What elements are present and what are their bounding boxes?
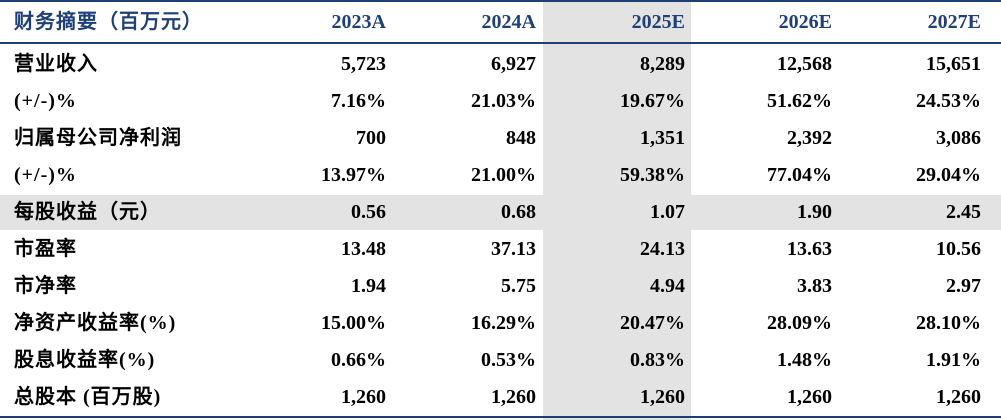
table-cell: 1.94	[351, 275, 386, 297]
table-cell: 1,260	[787, 386, 832, 408]
table-row: 每股收益（元） 0.56 0.68 1.07 1.90 2.45	[0, 194, 1001, 231]
table-cell: 24.53%	[916, 90, 981, 112]
header-rule	[0, 42, 1001, 44]
table-row: 市盈率 13.48 37.13 24.13 13.63 10.56	[0, 231, 1001, 268]
table-row: 归属母公司净利润 700 848 1,351 2,392 3,086	[0, 120, 1001, 157]
table-row: (+/-)% 7.16% 21.03% 19.67% 51.62% 24.53%	[0, 83, 1001, 120]
row-label: 市盈率	[14, 238, 77, 260]
table-cell: 37.13	[491, 238, 536, 260]
table-row: 总股本 (百万股) 1,260 1,260 1,260 1,260 1,260	[0, 379, 1001, 416]
bottom-rule	[0, 416, 1001, 418]
top-rule	[0, 0, 1001, 2]
table-cell: 3,086	[936, 127, 981, 149]
table-cell: 2,392	[787, 127, 832, 149]
row-label: (+/-)%	[14, 164, 77, 186]
table-cell: 700	[356, 127, 386, 149]
table-cell: 0.56	[351, 201, 386, 223]
row-label: 股息收益率(%)	[14, 349, 156, 371]
row-label: 每股收益（元）	[14, 201, 161, 223]
table-cell: 12,568	[777, 53, 832, 75]
header-col-2023a: 2023A	[331, 11, 386, 33]
table-cell: 1.90	[797, 201, 832, 223]
table-cell: 4.94	[650, 275, 685, 297]
header-col-2027e: 2027E	[927, 11, 981, 33]
table-cell: 2.97	[946, 275, 981, 297]
table-cell: 13.63	[787, 238, 832, 260]
table-cell: 0.83%	[630, 349, 685, 371]
table-cell: 13.97%	[321, 164, 386, 186]
table-cell: 5,723	[341, 53, 386, 75]
row-label: 净资产收益率(%)	[14, 312, 177, 334]
table-cell: 1,260	[341, 386, 386, 408]
table-cell: 0.53%	[481, 349, 536, 371]
table-cell: 6,927	[491, 53, 536, 75]
table-cell: 16.29%	[471, 312, 536, 334]
table-cell: 1,260	[491, 386, 536, 408]
row-label: 市净率	[14, 275, 77, 297]
row-label: (+/-)%	[14, 90, 77, 112]
table-row: 市净率 1.94 5.75 4.94 3.83 2.97	[0, 268, 1001, 305]
table-cell: 19.67%	[620, 90, 685, 112]
eps-row-highlight	[0, 195, 1001, 230]
table-cell: 21.00%	[471, 164, 536, 186]
table-cell: 1,260	[640, 386, 685, 408]
row-label: 总股本 (百万股)	[14, 386, 162, 408]
header-row: 财务摘要（百万元） 2023A 2024A 2025E 2026E 2027E	[0, 4, 1001, 41]
table-cell: 1,260	[936, 386, 981, 408]
table-cell: 8,289	[640, 53, 685, 75]
table-cell: 848	[506, 127, 536, 149]
table-cell: 77.04%	[767, 164, 832, 186]
table-cell: 1.48%	[777, 349, 832, 371]
header-label: 财务摘要（百万元）	[14, 11, 203, 33]
table-cell: 10.56	[936, 238, 981, 260]
table-row: 营业收入 5,723 6,927 8,289 12,568 15,651	[0, 46, 1001, 83]
table-cell: 2.45	[946, 201, 981, 223]
table-cell: 29.04%	[916, 164, 981, 186]
table-cell: 21.03%	[471, 90, 536, 112]
table-cell: 20.47%	[620, 312, 685, 334]
table-cell: 0.68	[501, 201, 536, 223]
table-row: 股息收益率(%) 0.66% 0.53% 0.83% 1.48% 1.91%	[0, 342, 1001, 379]
table-cell: 59.38%	[620, 164, 685, 186]
table-cell: 1,351	[640, 127, 685, 149]
table-cell: 0.66%	[331, 349, 386, 371]
table-cell: 3.83	[797, 275, 832, 297]
row-label: 营业收入	[14, 53, 98, 75]
table-row: 净资产收益率(%) 15.00% 16.29% 20.47% 28.09% 28…	[0, 305, 1001, 342]
table-cell: 7.16%	[331, 90, 386, 112]
row-label: 归属母公司净利润	[14, 127, 182, 149]
header-col-2024a: 2024A	[481, 11, 536, 33]
table-cell: 28.09%	[767, 312, 832, 334]
table-cell: 1.07	[650, 201, 685, 223]
table-cell: 13.48	[341, 238, 386, 260]
table-cell: 28.10%	[916, 312, 981, 334]
table-cell: 1.91%	[926, 349, 981, 371]
table-cell: 24.13	[640, 238, 685, 260]
table-cell: 51.62%	[767, 90, 832, 112]
table-cell: 15,651	[926, 53, 981, 75]
table-cell: 5.75	[501, 275, 536, 297]
header-col-2026e: 2026E	[778, 11, 832, 33]
table-row: (+/-)% 13.97% 21.00% 59.38% 77.04% 29.04…	[0, 157, 1001, 194]
header-col-2025e: 2025E	[631, 11, 685, 33]
table-cell: 15.00%	[321, 312, 386, 334]
